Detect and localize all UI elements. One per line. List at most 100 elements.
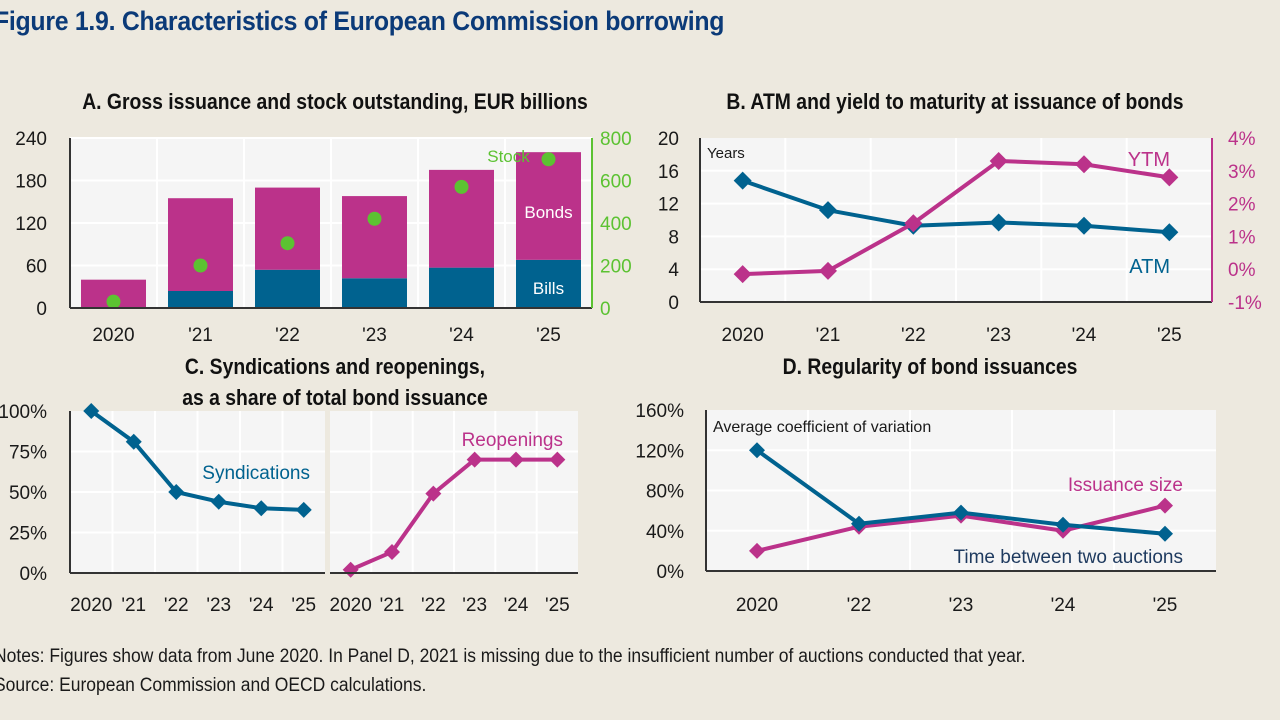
panel-a-y2tick-label: 800 xyxy=(600,129,632,150)
panel-a-xtick-label: '23 xyxy=(362,325,387,346)
panel-b-y2tick-label: 1% xyxy=(1228,227,1256,248)
panel-a-y2tick-label: 0 xyxy=(600,299,611,320)
panel-a-xtick-label: 2020 xyxy=(92,325,134,346)
panel-b-ytm-marker-1 xyxy=(819,261,837,280)
panel-a-bar-bills-3 xyxy=(342,278,407,308)
panel-b-ytick-label: 4 xyxy=(668,260,679,281)
panel-a-ytick-label: 180 xyxy=(15,172,47,193)
panel-a-title: A. Gross issuance and stock outstanding,… xyxy=(82,89,588,114)
panel-d-ylabel: Average coefficient of variation xyxy=(713,419,931,436)
panel-a-bar-bills-5 xyxy=(516,259,581,308)
panel-c-syndications-marker-3 xyxy=(210,493,227,510)
panel-b-ytm-label: YTM xyxy=(1128,149,1170,171)
panel-d-ytick-label: 0% xyxy=(657,562,685,583)
panel-c-syndications-marker-0 xyxy=(83,403,100,419)
panel-d-issuance-size-marker-0 xyxy=(749,542,765,559)
panel-a-y2tick-label: 600 xyxy=(600,172,632,193)
panel-c-syndications-marker-1 xyxy=(125,433,142,450)
panel-b-xtick-label: '23 xyxy=(986,325,1011,346)
panel-b-title: B. ATM and yield to maturity at issuance… xyxy=(726,89,1184,114)
panel-b-y2tick-label: 2% xyxy=(1228,195,1256,216)
notes-text: Notes: Figures show data from June 2020.… xyxy=(0,646,1026,667)
panel-d-time-between-auctions-label: Time between two auctions xyxy=(953,547,1183,568)
panel-a-bar-bonds-3 xyxy=(342,196,407,279)
panel-a-stock-dot-5 xyxy=(541,152,556,167)
panel-c-reopenings-marker-3 xyxy=(466,451,483,468)
panel-b-xtick-label: 2020 xyxy=(722,325,764,346)
panel-d-ytick-label: 120% xyxy=(635,441,684,462)
panel-c-xtick-label-syndications: '22 xyxy=(164,595,189,616)
panel-b-ytm-marker-3 xyxy=(989,151,1008,170)
panel-c-syndications-label: Syndications xyxy=(202,463,310,484)
panel-d-ytick-label: 80% xyxy=(646,482,684,503)
panel-c-reopenings-marker-2 xyxy=(425,485,442,502)
panel-c-ytick-label: 75% xyxy=(9,443,47,464)
panel-a-ytick-label: 0 xyxy=(36,299,47,320)
panel-c-xtick-label-reopenings: '22 xyxy=(421,595,446,616)
panel-c-reopenings-marker-4 xyxy=(508,451,524,468)
panel-a-stock-dot-0 xyxy=(106,294,121,309)
panel-d-xtick-label: '24 xyxy=(1051,595,1076,616)
panel-c-xtick-label-reopenings: '21 xyxy=(380,595,405,616)
panel-d-xtick-label: 2020 xyxy=(736,595,778,616)
panel-c-ytick-label: 25% xyxy=(9,524,47,545)
panel-a-xtick-label: '25 xyxy=(536,325,561,346)
panel-b-ytm-marker-4 xyxy=(1075,155,1093,174)
panel-c-xtick-label-reopenings: 2020 xyxy=(330,595,372,616)
panel-c-title-line1: C. Syndications and reopenings, xyxy=(184,354,486,379)
panel-b-atm-label: ATM xyxy=(1129,256,1170,278)
panel-b-ytm-marker-0 xyxy=(733,265,752,284)
panel-d-xtick-label: '22 xyxy=(847,595,872,616)
panel-c-ytick-label: 50% xyxy=(9,483,47,504)
panel-a-ytick-label: 60 xyxy=(26,257,47,278)
panel-a-bonds-label: Bonds xyxy=(524,203,572,222)
panel-b-y2tick-label: -1% xyxy=(1228,293,1262,314)
panel-b-ytick-label: 0 xyxy=(668,293,679,314)
figure-notes: Notes: Figures show data from June 2020.… xyxy=(0,642,1026,700)
panel-a-xtick-label: '24 xyxy=(449,325,474,346)
panel-b-y2tick-label: 3% xyxy=(1228,162,1256,183)
panel-b-atm-marker-1 xyxy=(819,201,837,220)
panel-b-xtick-label: '21 xyxy=(816,325,841,346)
panel-d-xtick-label: '23 xyxy=(949,595,974,616)
panel-b-ytm-line xyxy=(742,158,1170,277)
panel-a-stock-label: Stock xyxy=(487,147,530,166)
panel-b-atm-line xyxy=(742,178,1170,235)
panel-b-ytick-label: 12 xyxy=(658,195,679,216)
panel-c-xtick-label-syndications: '25 xyxy=(291,595,316,616)
panel-a-xtick-label: '22 xyxy=(275,325,300,346)
panel-a-stock-dot-1 xyxy=(193,258,208,273)
panel-c-syndications-marker-4 xyxy=(253,500,270,517)
figure-title: Figure 1.9. Characteristics of European … xyxy=(0,6,725,36)
panel-a-bar-bills-1 xyxy=(168,291,233,308)
panel-a-xtick-label: '21 xyxy=(188,325,213,346)
panel-a-y2tick-label: 200 xyxy=(600,257,632,278)
panel-b-xtick-label: '25 xyxy=(1157,325,1182,346)
panel-a-bar-bonds-5 xyxy=(516,152,581,260)
panel-d-ytick-label: 160% xyxy=(635,401,684,422)
panel-d-time-between-auctions-marker-4 xyxy=(1157,525,1173,542)
panel-c-reopenings-marker-5 xyxy=(549,451,566,468)
panel-c-xtick-label-reopenings: '24 xyxy=(504,595,529,616)
panel-d-time-between-auctions-marker-1 xyxy=(851,515,867,532)
panel-a-stock-dot-3 xyxy=(367,211,382,226)
panel-b-xtick-label: '22 xyxy=(901,325,926,346)
panel-c-ytick-label: 0% xyxy=(20,564,48,585)
panel-c-xtick-label-syndications: 2020 xyxy=(70,595,112,616)
panel-d-issuance-size-marker-4 xyxy=(1157,497,1173,514)
panel-c-xtick-label-syndications: '21 xyxy=(121,595,146,616)
source-text: Source: European Commission and OECD cal… xyxy=(0,675,427,696)
panel-b-y2tick-label: 0% xyxy=(1228,260,1256,281)
panel-a-ytick-label: 240 xyxy=(15,129,47,150)
panel-b-atm-marker-3 xyxy=(989,213,1008,232)
panel-a-bills-label: Bills xyxy=(533,279,564,298)
panel-c-syndications-marker-5 xyxy=(295,501,312,518)
panel-c-xtick-label-syndications: '23 xyxy=(206,595,231,616)
panel-b-xtick-label: '24 xyxy=(1072,325,1097,346)
panel-c-ytick-label: 100% xyxy=(0,402,47,423)
panel-b-atm-marker-0 xyxy=(733,171,752,190)
panel-b-ytick-label: 20 xyxy=(658,129,679,150)
panel-c-reopenings-label: Reopenings xyxy=(462,430,563,451)
panel-a-y2tick-label: 400 xyxy=(600,214,632,235)
